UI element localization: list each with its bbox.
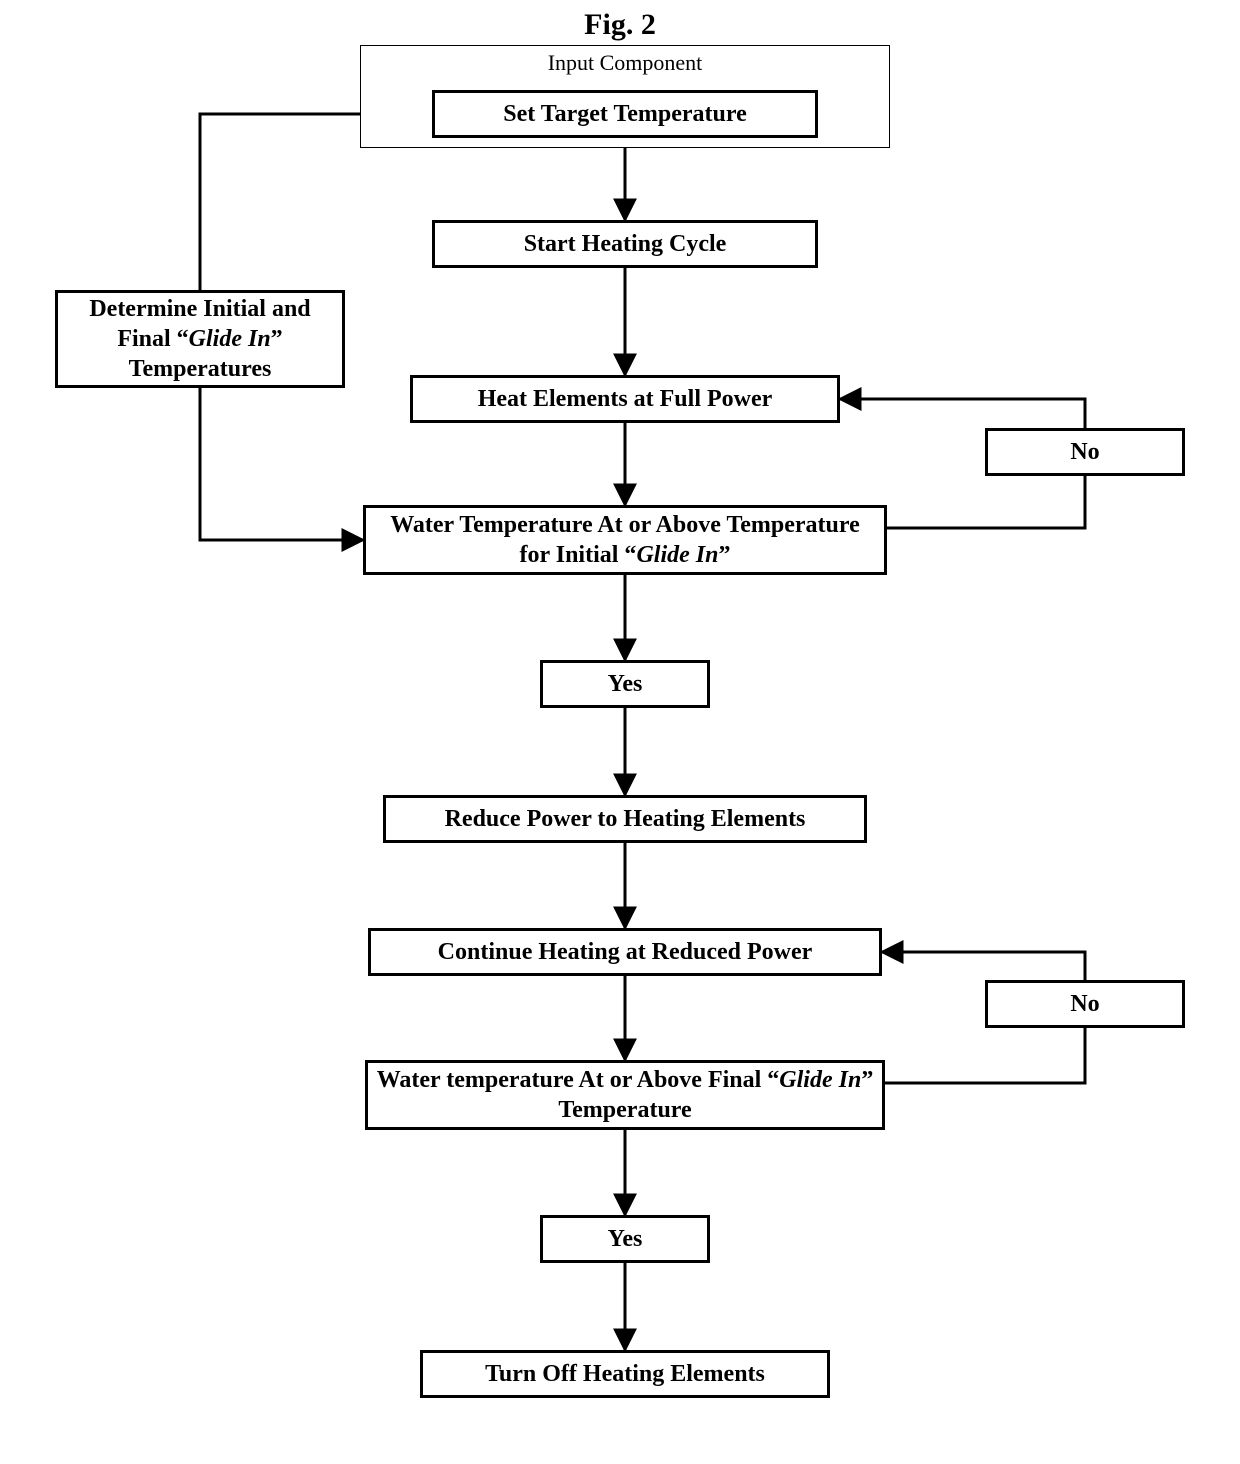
- node-label: No: [1070, 437, 1099, 467]
- node-check-final: Water temperature At or Above Final “Gli…: [365, 1060, 885, 1130]
- edge-e-no1-back: [840, 399, 1085, 428]
- flowchart-canvas: Fig. 2 Input Component Set Target Temperat…: [0, 0, 1240, 1464]
- edge-e-left-in: [200, 388, 363, 540]
- text-segment: No: [1070, 439, 1099, 465]
- node-no2: No: [985, 980, 1185, 1028]
- node-label: Water Temperature At or Above Temperatur…: [372, 510, 878, 570]
- node-yes2: Yes: [540, 1215, 710, 1263]
- node-check-initial: Water Temperature At or Above Temperatur…: [363, 505, 887, 575]
- text-segment: Start Heating Cycle: [524, 231, 727, 257]
- node-full-power: Heat Elements at Full Power: [410, 375, 840, 423]
- text-segment: No: [1070, 991, 1099, 1017]
- text-segment: ”: [718, 542, 730, 568]
- edge-e-no2-up: [885, 1028, 1085, 1083]
- node-determine-glide: Determine Initial and Final “Glide In” T…: [55, 290, 345, 388]
- node-set-target: Set Target Temperature: [432, 90, 818, 138]
- text-segment: Turn Off Heating Elements: [485, 1361, 765, 1387]
- text-segment: Glide In: [189, 326, 271, 352]
- node-label: Continue Heating at Reduced Power: [438, 937, 813, 967]
- node-label: Yes: [608, 1224, 643, 1254]
- text-segment: Glide In: [636, 542, 718, 568]
- figure-title: Fig. 2: [560, 8, 680, 42]
- text-segment: Glide In: [779, 1067, 861, 1093]
- node-label: Heat Elements at Full Power: [478, 384, 773, 414]
- node-label: Determine Initial and Final “Glide In” T…: [64, 294, 336, 384]
- node-no1: No: [985, 428, 1185, 476]
- node-label: Turn Off Heating Elements: [485, 1359, 765, 1389]
- node-label: Water temperature At or Above Final “Gli…: [374, 1065, 876, 1125]
- node-turn-off: Turn Off Heating Elements: [420, 1350, 830, 1398]
- node-label: Yes: [608, 669, 643, 699]
- edge-e-no1-up: [887, 476, 1085, 528]
- text-segment: Water temperature At or Above Final “: [377, 1067, 780, 1093]
- node-reduce-power: Reduce Power to Heating Elements: [383, 795, 867, 843]
- node-label: Reduce Power to Heating Elements: [445, 804, 806, 834]
- text-segment: Yes: [608, 1226, 643, 1252]
- text-segment: Heat Elements at Full Power: [478, 386, 773, 412]
- text-segment: Reduce Power to Heating Elements: [445, 806, 806, 832]
- text-segment: Set Target Temperature: [503, 101, 747, 127]
- container-label: Input Component: [361, 50, 889, 76]
- text-segment: Yes: [608, 671, 643, 697]
- node-label: Start Heating Cycle: [524, 229, 727, 259]
- node-label: Set Target Temperature: [503, 99, 747, 129]
- node-continue-reduced: Continue Heating at Reduced Power: [368, 928, 882, 976]
- edge-e-no2-back: [882, 952, 1085, 980]
- node-start-cycle: Start Heating Cycle: [432, 220, 818, 268]
- text-segment: Water Temperature At or Above Temperatur…: [390, 512, 860, 568]
- node-yes1: Yes: [540, 660, 710, 708]
- text-segment: Continue Heating at Reduced Power: [438, 939, 813, 965]
- node-label: No: [1070, 989, 1099, 1019]
